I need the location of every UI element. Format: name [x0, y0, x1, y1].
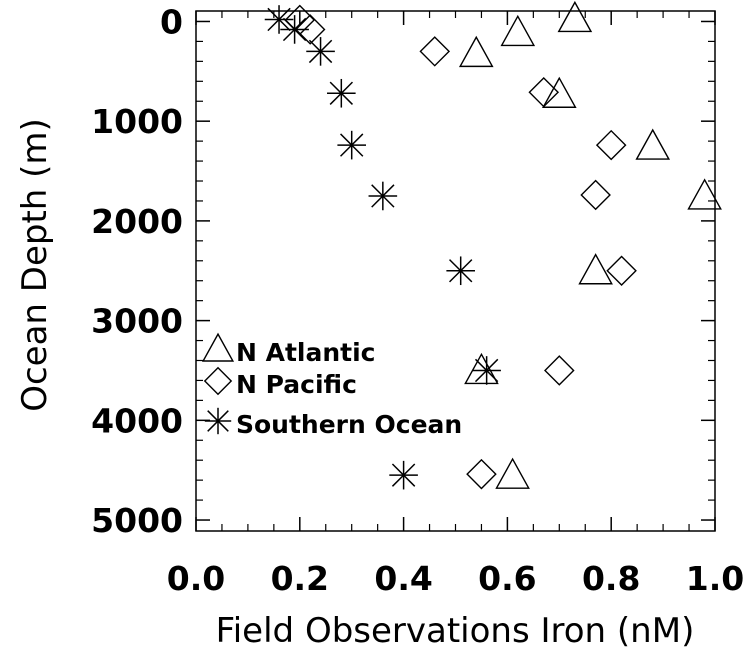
triangle-point [557, 0, 593, 33]
y-tick-label: 4000 [91, 401, 183, 440]
legend-label: N Pacific [236, 370, 357, 399]
legend-label: Southern Ocean [236, 410, 462, 439]
y-tick-label: 0 [160, 2, 183, 41]
diamond-point [595, 129, 627, 161]
legend-label: N Atlantic [236, 338, 376, 367]
triangle-point [635, 128, 671, 160]
x-tick-label: 0.0 [167, 559, 225, 598]
asterisk-point [264, 5, 294, 34]
y-tick-label: 3000 [91, 302, 183, 341]
data-points [264, 0, 722, 490]
x-axis-label: Field Observations Iron (nM) [216, 611, 695, 651]
diamond-point [294, 14, 326, 45]
diamond-point [544, 355, 575, 386]
y-tick-label: 1000 [91, 102, 183, 141]
legend-asterisk-symbol [204, 407, 232, 435]
diamond-point [466, 458, 497, 490]
x-tick-label: 0.2 [271, 559, 329, 598]
triangle-point [500, 14, 536, 47]
triangle-point [464, 352, 499, 385]
y-tick-label: 2000 [91, 202, 183, 241]
asterisk-point [446, 256, 475, 286]
x-tick-labels: 0.0 0.2 0.4 0.6 0.8 1.0 [167, 559, 744, 598]
x-tick-label: 0.4 [374, 559, 432, 598]
asterisk-point [472, 356, 501, 385]
asterisk-point [306, 37, 335, 66]
legend-triangle-symbol [201, 332, 235, 362]
series-n-pacific [284, 4, 637, 490]
axis-ticks [195, 11, 716, 531]
asterisk-point [280, 15, 309, 44]
legend: N Atlantic N Pacific Southern Ocean [201, 332, 462, 439]
asterisk-point [327, 78, 356, 108]
triangle-point [687, 178, 722, 210]
x-tick-label: 0.8 [582, 559, 640, 598]
asterisk-point [337, 130, 366, 160]
x-tick-label: 0.6 [478, 559, 536, 598]
diamond-point [606, 255, 637, 287]
asterisk-point [389, 460, 418, 490]
triangle-point [458, 35, 494, 68]
triangle-point [495, 457, 530, 489]
legend-diamond-symbol [203, 366, 233, 396]
y-tick-label: 5000 [91, 501, 183, 540]
series-n-atlantic [458, 0, 722, 489]
y-axis-label: Ocean Depth (m) [15, 118, 55, 412]
series-southern-ocean [264, 5, 501, 490]
triangle-point [578, 253, 613, 285]
x-tick-label: 1.0 [686, 559, 744, 598]
asterisk-point [368, 181, 398, 211]
diamond-point [580, 179, 611, 211]
y-tick-labels: 0 1000 2000 3000 4000 5000 [91, 2, 183, 540]
diamond-point [419, 36, 451, 67]
diamond-point [528, 76, 560, 108]
triangle-point [541, 76, 577, 108]
